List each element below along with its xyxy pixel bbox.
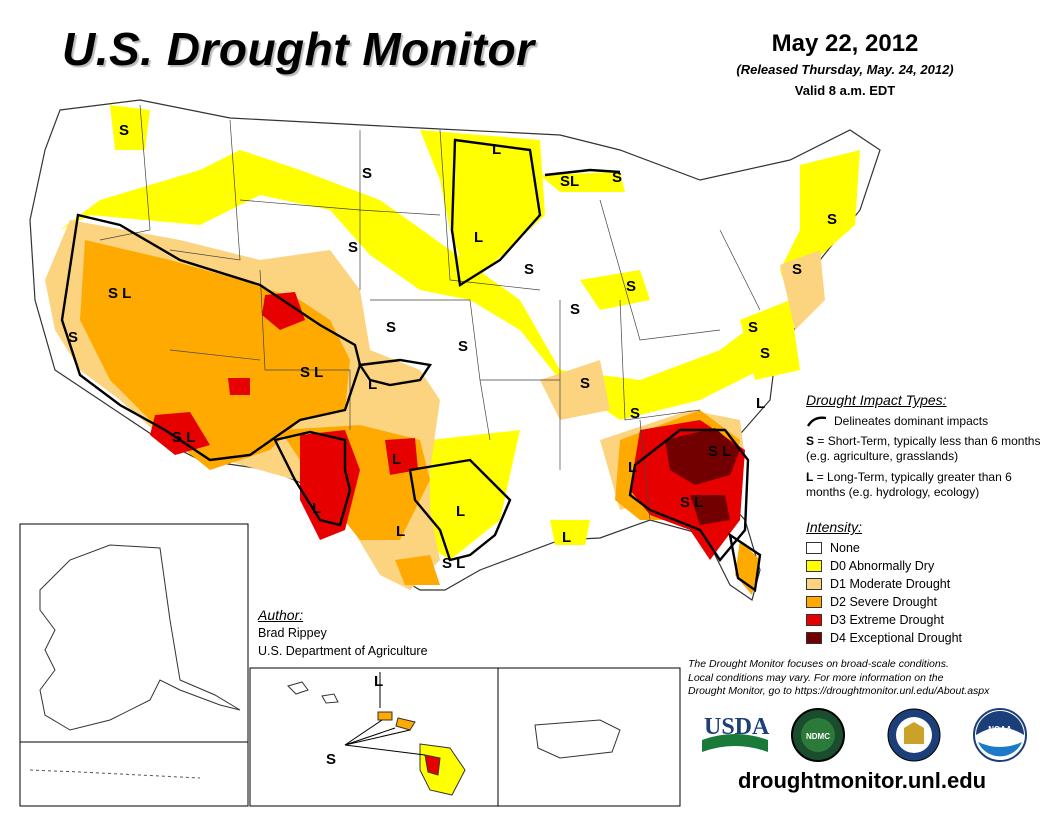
label-s: S [792,261,802,278]
label-l: L [562,529,571,546]
disclaimer-note: The Drought Monitor focuses on broad-sca… [688,658,1048,699]
label-s: S [827,211,837,228]
long-term-key: L [806,470,814,484]
label-s: S [386,319,396,336]
legend-swatch [806,560,822,572]
legend-label: D3 Extreme Drought [830,613,944,627]
short-term-row: S = Short-Term, typically less than 6 mo… [806,434,1046,464]
author-block: Author: Brad Rippey U.S. Department of A… [258,606,428,660]
long-term-text: = Long-Term, typically greater than 6 mo… [806,470,1012,499]
usda-logo: USDA [702,714,770,752]
svg-text:NDMC: NDMC [806,732,830,741]
label-l: L [312,500,321,517]
label-l: L [474,229,483,246]
puerto-rico-outline [534,719,621,759]
legend-swatch [806,632,822,644]
aleutians [29,769,201,779]
label-l: L [396,523,405,540]
label-s: S [524,261,534,278]
svg-text:NOAA: NOAA [988,725,1012,734]
release-date: (Released Thursday, May. 24, 2012) [736,62,954,77]
intensity-legend: Intensity: None D0 Abnormally Dry D1 Mod… [806,519,1046,647]
label-s: S [748,319,758,336]
intensity-legend-title: Intensity: [806,519,863,535]
commerce-seal-logo [887,708,941,762]
label-l: L [392,451,401,468]
short-term-key: S [806,434,815,448]
label-sl: S L [680,494,703,511]
label-sl: S L [108,285,131,302]
legend-label: D1 Moderate Drought [830,577,951,591]
impact-labels: S S S L SL S L S S S S S S S S S S S L S… [68,122,837,768]
map-title: U.S. Drought Monitor [62,23,535,75]
legend-swatch [806,578,822,590]
label-s: S [570,301,580,318]
label-sl: S L [300,364,323,381]
note-line: Local conditions may vary. For more info… [688,671,944,684]
date-block: May 22, 2012 (Released Thursday, May. 24… [690,30,1000,98]
map-date: May 22, 2012 [771,30,919,57]
legend-label: D0 Abnormally Dry [830,559,935,573]
label-s: S [119,122,129,139]
long-term-row: L = Long-Term, typically greater than 6 … [806,470,1046,500]
label-s: S [362,165,372,182]
short-term-text: = Short-Term, typically less than 6 mont… [806,434,1041,463]
author-name: Brad Rippey [258,626,327,640]
legend-item-d3: D3 Extreme Drought [806,611,1046,629]
author-label: Author: [258,607,304,623]
state-boundaries [99,104,761,521]
alaska-outline [39,544,241,731]
label-sl: S L [172,429,195,446]
label-s: S [760,345,770,362]
legend-swatch [806,614,822,626]
d0-areas [40,105,860,560]
label-sl: S L [708,443,731,460]
label-l: L [756,395,765,412]
label-s: S [612,169,622,186]
label-s: S [348,239,358,256]
delineation-line-icon [806,416,827,427]
legend-item-d4: D4 Exceptional Drought [806,629,1046,647]
label-l: L [368,376,377,393]
delineate-row: Delineates dominant impacts [806,414,1046,428]
impact-legend-title: Drought Impact Types: [806,392,947,408]
note-line: Drought Monitor, go to https://droughtmo… [688,685,990,697]
legend-item-none: None [806,539,1046,557]
label-s: S [580,375,590,392]
legend-label: D4 Exceptional Drought [830,631,963,645]
label-l: L [374,673,383,690]
ndmc-logo: NDMC [791,708,845,762]
website-link[interactable]: droughtmonitor.unl.edu [738,768,987,793]
noaa-logo: NOAA [973,708,1027,762]
legend-swatch [806,542,822,554]
d4-areas [665,428,740,525]
note-line: The Drought Monitor focuses on broad-sca… [688,658,949,670]
label-s: S [626,278,636,295]
legend-item-d1: D1 Moderate Drought [806,575,1046,593]
impact-legend: Drought Impact Types: Delineates dominan… [806,392,1046,500]
legend-label: None [830,541,860,555]
label-l: L [628,459,637,476]
legend-label: D2 Severe Drought [830,595,938,609]
hawaii-impact-lines [344,672,426,756]
label-s: S [458,338,468,355]
label-sl: SL [560,173,579,190]
legend-item-d2: D2 Severe Drought [806,593,1046,611]
label-l: L [456,503,465,520]
impact-boundaries [60,138,762,593]
delineates-text: Delineates dominant impacts [834,414,989,428]
label-s: S [326,751,336,768]
hawaii-islands [287,681,466,796]
label-sl: S L [442,555,465,572]
label-s: S [630,405,640,422]
author-org: U.S. Department of Agriculture [258,644,428,658]
label-s: S [68,329,78,346]
valid-time: Valid 8 a.m. EDT [794,83,896,98]
legend-item-d0: D0 Abnormally Dry [806,557,1046,575]
label-l: L [492,141,501,158]
legend-swatch [806,596,822,608]
